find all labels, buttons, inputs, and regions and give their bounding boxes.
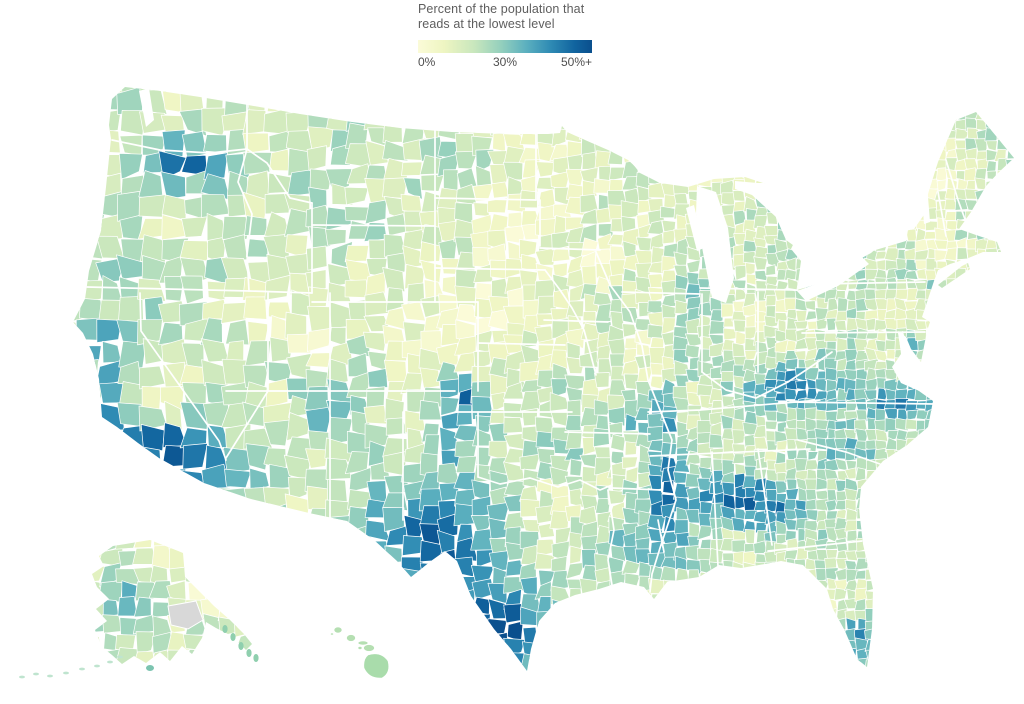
hawaii-islands[interactable] bbox=[330, 626, 390, 679]
legend-tick-labels: 0% 30% 50%+ bbox=[418, 55, 592, 69]
alaska-islands-and-nodata[interactable] bbox=[19, 600, 259, 679]
state-borders bbox=[86, 103, 967, 593]
map-legend: Percent of the population that reads at … bbox=[418, 2, 608, 69]
legend-tick-mid: 30% bbox=[492, 54, 518, 69]
legend-gradient-bar bbox=[418, 39, 592, 53]
alaska-no-data-region[interactable] bbox=[167, 600, 204, 630]
legend-tick-max: 50%+ bbox=[560, 54, 592, 69]
legend-tick-min: 0% bbox=[418, 54, 436, 69]
great-lakes-and-bays bbox=[139, 88, 930, 366]
legend-title: Percent of the population that reads at … bbox=[418, 2, 585, 32]
